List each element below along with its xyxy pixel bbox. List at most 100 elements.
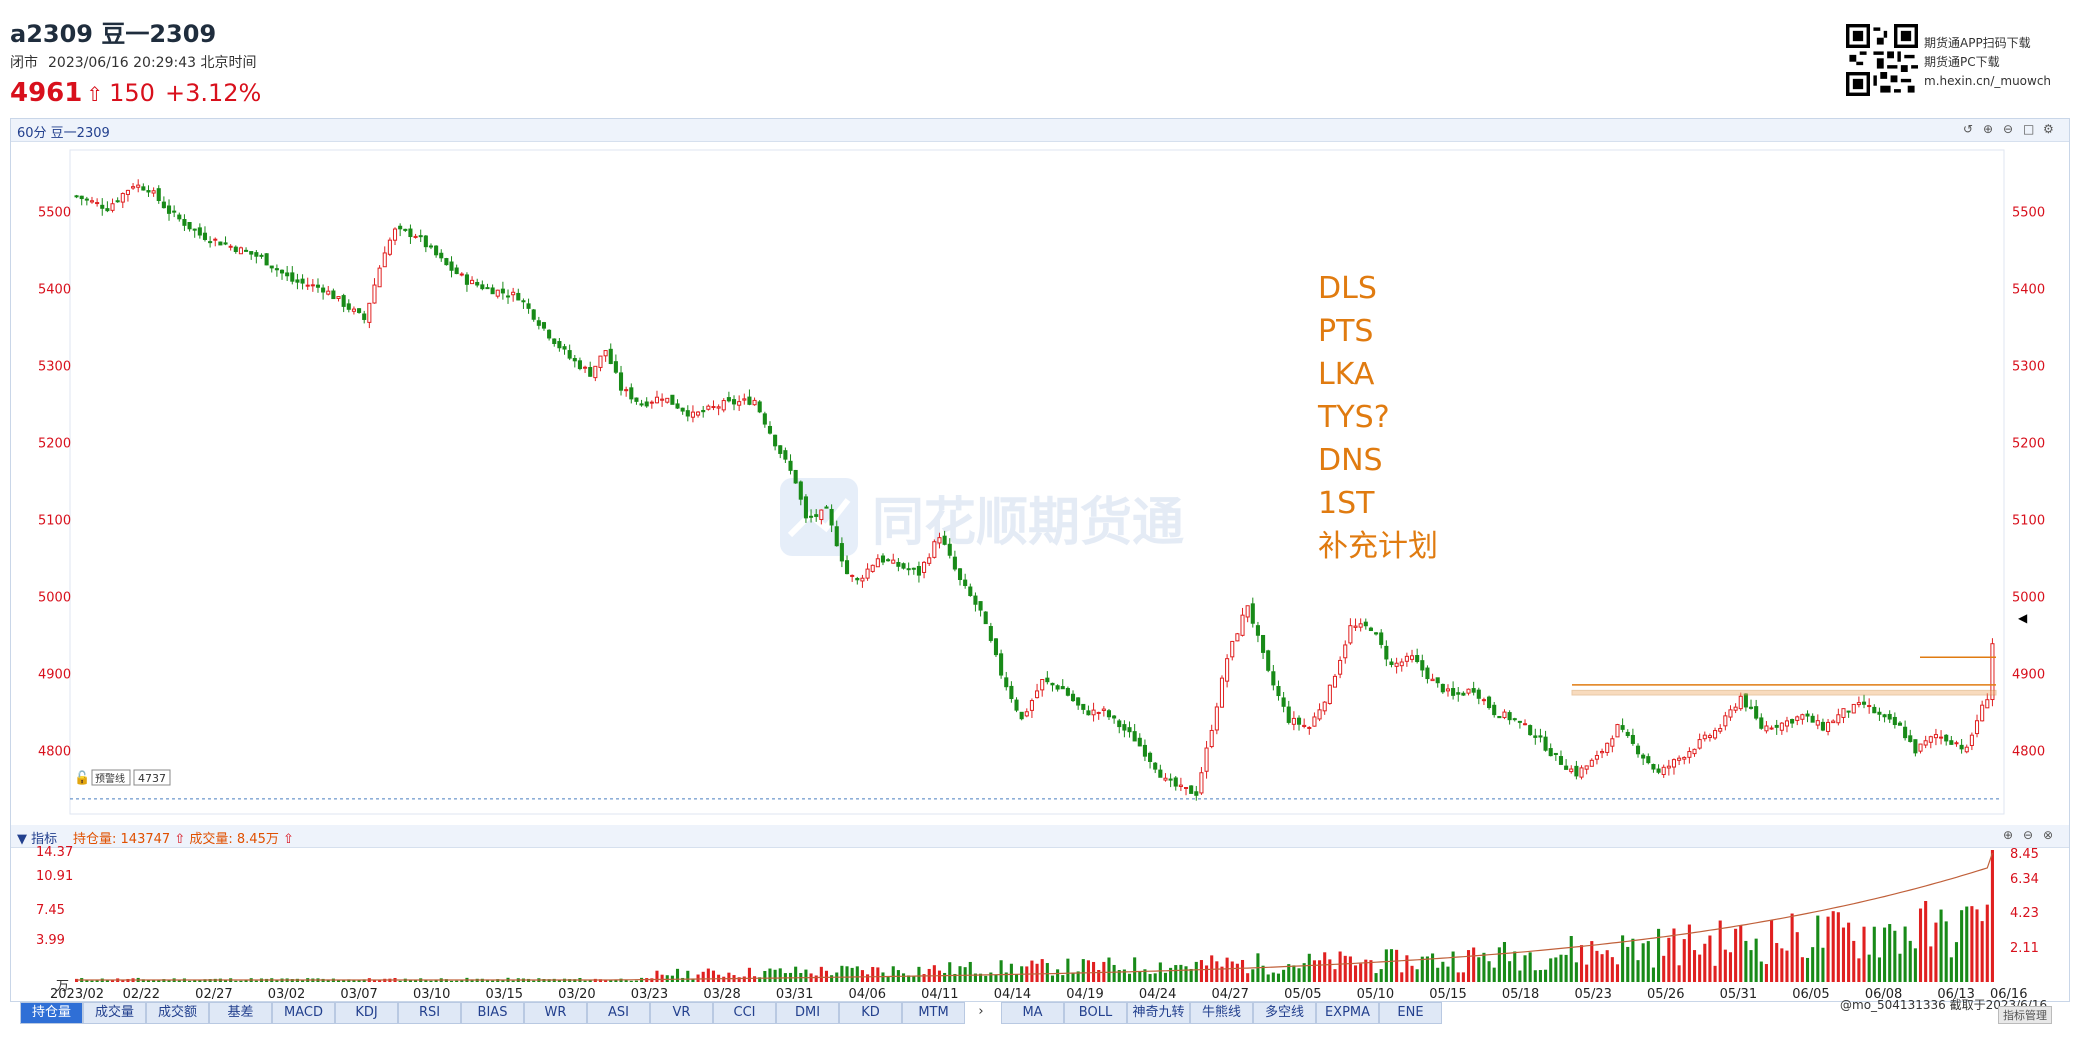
candle-body: [1728, 709, 1733, 718]
volume-bar: [1590, 941, 1594, 982]
download-url[interactable]: m.hexin.cn/_muowch: [1924, 74, 2052, 88]
candle-body: [1445, 688, 1451, 692]
tab-rsi[interactable]: RSI: [398, 1002, 461, 1024]
candle-body: [1677, 757, 1682, 761]
candle-body: [957, 568, 963, 580]
tab-boll[interactable]: BOLL: [1064, 1002, 1127, 1024]
annotation-text: DNS: [1318, 443, 1383, 478]
candle-body: [177, 214, 182, 220]
candle-body: [1029, 700, 1034, 711]
candle-body: [1769, 727, 1774, 730]
candle-body: [1589, 759, 1594, 767]
x-tick-label: 05/15: [1429, 987, 1466, 1000]
candle-body: [731, 399, 737, 405]
tab-macd[interactable]: MACD: [272, 1002, 335, 1024]
volume-bar: [188, 980, 192, 982]
collapse-icon[interactable]: ▼: [17, 832, 27, 847]
candle-body: [1928, 736, 1933, 743]
lock-icon[interactable]: 🔓: [74, 770, 90, 786]
tab-神奇九转[interactable]: 神奇九转: [1127, 1002, 1190, 1024]
x-tick-label: 03/31: [776, 987, 813, 1000]
candle-body: [1322, 701, 1327, 712]
candle-body: [1122, 724, 1127, 731]
tab-成交额[interactable]: 成交额: [146, 1002, 209, 1024]
tab-ma[interactable]: MA: [1001, 1002, 1064, 1024]
volume-bar: [963, 967, 967, 982]
candle-body: [1255, 625, 1260, 636]
candle-body: [927, 557, 932, 564]
candle-body: [1461, 692, 1466, 696]
candle-body: [1502, 711, 1507, 719]
zoom-in-icon[interactable]: ⊕: [1983, 122, 1994, 136]
indicator-manage-button[interactable]: 指标管理: [1998, 1006, 2052, 1024]
candle-body: [182, 219, 187, 226]
tab-多空线[interactable]: 多空线: [1253, 1002, 1316, 1024]
volume-bar: [953, 973, 957, 982]
candle-body: [541, 322, 547, 329]
volume-bar: [326, 979, 330, 982]
candle-body: [1754, 706, 1759, 719]
candle-body: [1908, 735, 1913, 742]
candle-body: [1733, 706, 1738, 711]
volume-bar: [855, 966, 859, 982]
candle-body: [1985, 699, 1990, 709]
candle-body: [516, 292, 521, 301]
volume-bar: [177, 980, 181, 982]
tab-cci[interactable]: CCI: [713, 1002, 776, 1024]
volume-bar: [1770, 920, 1774, 982]
indicator-pane-header: ▼ 指标 持仓量: 143747 ⇧ 成交量: 8.45万 ⇧ ⊕ ⊖ ⊗: [11, 825, 2069, 848]
candle-body: [670, 394, 675, 405]
tab-bias[interactable]: BIAS: [461, 1002, 524, 1024]
volume-bar: [1718, 920, 1722, 982]
settings-icon[interactable]: ⚙: [2043, 122, 2054, 136]
ind-zoom-in-icon[interactable]: ⊕: [2003, 828, 2014, 842]
volume-bar: [686, 970, 690, 982]
x-tick-label: 03/10: [413, 987, 450, 1000]
zoom-out-icon[interactable]: ⊖: [2003, 122, 2014, 136]
volume-bar: [1502, 942, 1507, 982]
tab-基差[interactable]: 基差: [209, 1002, 272, 1024]
candle-body: [341, 295, 346, 307]
tab-牛熊线[interactable]: 牛熊线: [1190, 1002, 1253, 1024]
candle-body: [1635, 745, 1641, 755]
candle-body: [1800, 714, 1805, 720]
tab-ene[interactable]: ENE: [1379, 1002, 1442, 1024]
volume-bar: [1990, 850, 1994, 982]
tab-mtm[interactable]: MTM: [902, 1002, 965, 1024]
candle-body: [1302, 724, 1307, 727]
ind-zoom-out-icon[interactable]: ⊖: [2023, 828, 2034, 842]
fullscreen-icon[interactable]: □: [2023, 122, 2035, 136]
tab-kdj[interactable]: KDJ: [335, 1002, 398, 1024]
volume-bar: [1764, 964, 1768, 982]
alert-tag: 🔓 预警线 4737: [74, 769, 171, 786]
candle-body: [598, 355, 603, 368]
volume-bar: [1405, 955, 1409, 982]
tab-next-icon[interactable]: ›: [978, 1004, 984, 1019]
candle-body: [439, 252, 444, 259]
tab-vr[interactable]: VR: [650, 1002, 713, 1024]
candle-body: [1939, 736, 1944, 739]
candle-body: [654, 396, 660, 404]
tab-kd[interactable]: KD: [839, 1002, 902, 1024]
volume-bar: [1600, 954, 1604, 982]
tab-持仓量[interactable]: 持仓量: [20, 1002, 83, 1024]
volume-bar: [485, 979, 490, 982]
volume-bar: [105, 980, 109, 982]
tab-dmi[interactable]: DMI: [776, 1002, 839, 1024]
tab-wr[interactable]: WR: [524, 1002, 587, 1024]
volume-bar: [1939, 909, 1943, 982]
candle-body: [762, 413, 767, 425]
ind-close-icon[interactable]: ⊗: [2043, 828, 2054, 842]
volume-bar: [1888, 924, 1892, 982]
candle-body: [839, 543, 844, 562]
alert-lock-box[interactable]: [91, 769, 131, 786]
indicator-pane-label[interactable]: ▼ 指标: [17, 832, 58, 847]
tab-expma[interactable]: EXPMA: [1316, 1002, 1379, 1024]
volume-bar: [1579, 945, 1584, 982]
candle-body: [1266, 650, 1271, 671]
volume-bar: [1775, 943, 1779, 982]
undo-icon[interactable]: ↺: [1963, 122, 1974, 136]
tab-成交量[interactable]: 成交量: [83, 1002, 146, 1024]
volume-bar: [1867, 954, 1871, 982]
tab-asi[interactable]: ASI: [587, 1002, 650, 1024]
